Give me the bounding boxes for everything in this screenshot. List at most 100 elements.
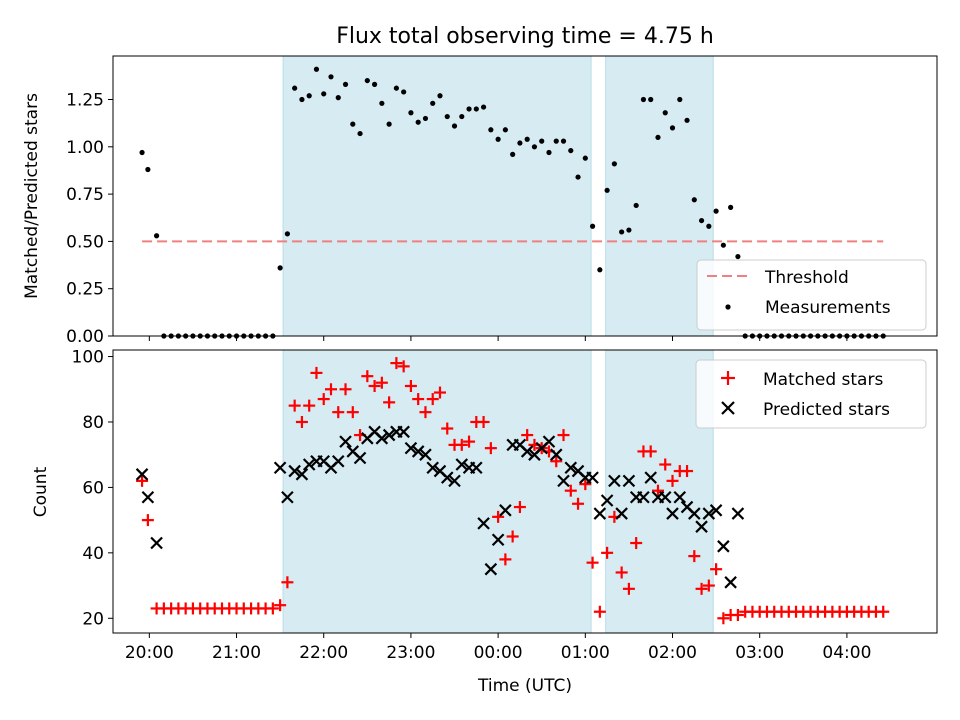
measurement-point <box>321 91 327 97</box>
matched-star-point <box>404 379 417 392</box>
measurement-point <box>604 187 610 193</box>
predicted-star-point <box>637 490 650 504</box>
predicted-star-point <box>353 451 367 465</box>
predicted-star-point <box>382 428 396 442</box>
matched-star-point <box>731 609 744 622</box>
matched-star-point <box>136 474 149 487</box>
shaded-interval-2 <box>605 55 714 337</box>
measurement-point <box>153 233 160 239</box>
matched-star-point <box>710 563 723 576</box>
legend-box <box>695 359 927 429</box>
matched-star-point <box>550 455 563 468</box>
matched-star-point <box>332 406 345 419</box>
y-tick-label: 0.75 <box>66 185 104 205</box>
matched-star-point <box>499 553 512 566</box>
predicted-star-point <box>141 490 155 504</box>
y-tick-label: 80 <box>82 413 104 433</box>
count-panel: 20 40 60 80 100 20:00 21:00 22:00 23:00 00:00 01:… <box>31 348 938 696</box>
measurement-point <box>597 267 603 273</box>
predicted-star-point <box>586 471 599 484</box>
measurement-point <box>488 127 494 133</box>
matched-star-point <box>695 582 708 595</box>
matched-star-point <box>141 514 154 527</box>
measurement-point <box>691 197 697 203</box>
matched-star-point <box>601 546 614 559</box>
predicted-star-point <box>150 536 163 550</box>
y-tick-label: 100 <box>72 348 104 368</box>
matched-star-point <box>702 579 715 592</box>
legend-matched-swatch <box>721 371 735 385</box>
y-axis-label: Matched/Predicted stars <box>22 93 42 299</box>
measurement-point <box>371 81 378 87</box>
measurement-point <box>531 144 538 150</box>
predicted-star-point <box>273 461 287 475</box>
x-axis-label: Time (UTC) <box>477 676 572 696</box>
measurement-point <box>633 202 639 209</box>
predicted-star-point <box>491 533 505 547</box>
measurement-point <box>437 93 443 99</box>
predicted-star-point <box>673 490 687 504</box>
predicted-star-point <box>484 562 498 576</box>
matched-star-point <box>557 429 570 442</box>
measurement-point <box>139 149 145 156</box>
measurement-point <box>553 138 559 144</box>
y-tick-label: 40 <box>82 544 104 564</box>
matched-star-point <box>426 393 439 406</box>
chart-title: Flux total observing time = 4.75 h <box>336 24 714 49</box>
predicted-star-point <box>448 474 461 488</box>
measurement-point <box>335 95 341 101</box>
matched-star-point <box>310 366 323 379</box>
measurement-point <box>669 125 676 131</box>
predicted-star-point <box>331 454 345 468</box>
measurement-point <box>575 174 581 180</box>
legend-threshold-label: Threshold <box>764 268 849 288</box>
measurement-point <box>720 242 726 248</box>
matched-star-point <box>383 396 396 409</box>
measurement-point <box>350 121 356 127</box>
predicted-star-point <box>375 432 389 445</box>
predicted-star-point <box>419 448 432 461</box>
legend-measurement-label: Measurements <box>765 298 891 318</box>
measurement-point <box>306 93 312 99</box>
predicted-star-point <box>470 461 483 475</box>
predicted-star-point <box>499 504 512 517</box>
matched-star-point <box>492 510 505 523</box>
ratio-panel: 0.00 0.25 0.50 0.75 1.00 1.25 Matched/Predict… <box>22 55 938 347</box>
matched-star-point <box>303 399 316 412</box>
measurement-point <box>495 136 501 142</box>
predicted-star-point <box>542 435 556 448</box>
measurement-point <box>706 223 712 229</box>
x-tick-label: 21:00 <box>212 643 261 663</box>
matched-star-point <box>324 383 337 396</box>
measurement-point <box>415 119 421 125</box>
legend: Matched stars Predicted stars <box>695 359 927 429</box>
measurement-point <box>292 85 298 91</box>
y-tick-label: 1.00 <box>66 138 104 158</box>
predicted-star-point <box>658 490 672 504</box>
matched-star-point <box>433 386 446 399</box>
x-tick-label: 23:00 <box>386 643 435 663</box>
plot-frame <box>112 55 938 337</box>
predicted-star-point <box>135 468 149 481</box>
measurement-point <box>510 151 516 157</box>
measurement-point <box>648 96 654 103</box>
matched-star-point <box>506 530 519 543</box>
matched-star-point <box>659 458 672 471</box>
matched-star-point <box>564 484 577 497</box>
predicted-star-point <box>549 448 563 461</box>
measurement-point <box>459 113 465 120</box>
predicted-star-point <box>666 507 679 520</box>
measurement-point <box>393 85 399 91</box>
predicted-star-point <box>440 471 454 484</box>
predicted-star-point <box>397 425 410 439</box>
matched-star-point <box>274 599 287 612</box>
matched-star-point <box>295 415 308 428</box>
measurement-point <box>401 89 407 95</box>
measurement-point <box>619 229 625 235</box>
matched-star-point <box>463 435 476 448</box>
predicted-star-point <box>302 458 316 471</box>
matched-star-point <box>572 497 585 510</box>
plot-frame <box>112 349 938 634</box>
legend-matched-label: Matched stars <box>763 370 883 390</box>
predicted-star-point <box>455 458 469 471</box>
